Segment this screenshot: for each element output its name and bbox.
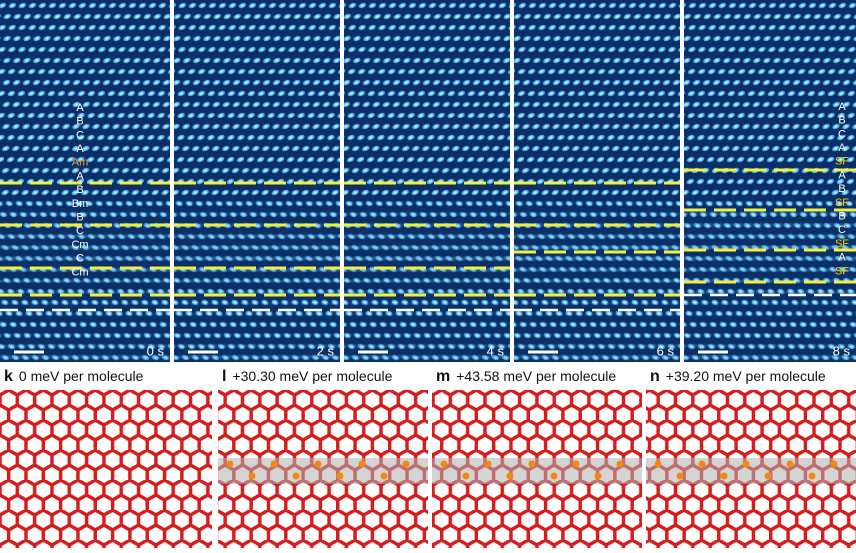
caption-text: 0 meV per molecule — [19, 368, 144, 384]
stacking-label: Bm — [72, 198, 89, 210]
orange-atom — [440, 460, 448, 468]
stacking-label: SF — [835, 197, 849, 209]
caption-text: +43.58 meV per molecule — [456, 368, 616, 384]
stacking-label: SF — [835, 156, 849, 168]
orange-atom — [270, 460, 278, 468]
stacking-label: C — [76, 253, 84, 265]
stacking-label: SF — [835, 238, 849, 250]
stacking-label: B — [76, 184, 83, 196]
stacking-label: A — [838, 252, 846, 264]
orange-atom — [226, 460, 234, 468]
orange-atom — [720, 472, 728, 480]
orange-atom — [402, 460, 410, 468]
orange-atom — [336, 472, 344, 480]
orange-atom — [594, 472, 602, 480]
orange-atom — [786, 460, 794, 468]
stacking-label: B — [76, 212, 83, 224]
stacking-label: A — [76, 102, 84, 114]
time-label: 6 s — [657, 343, 675, 358]
stem-lower — [514, 200, 680, 362]
stacking-label: C — [838, 128, 846, 140]
orange-atom — [462, 472, 470, 480]
panel-letter: m — [436, 368, 450, 385]
orange-atom — [676, 472, 684, 480]
orange-atom — [248, 472, 256, 480]
stacking-label: A — [838, 169, 846, 181]
stem-lower — [174, 200, 340, 362]
panel-caption: m +43.58 meV per molecule — [436, 368, 616, 386]
stacking-label: A — [838, 101, 846, 113]
panel-caption: l +30.30 meV per molecule — [222, 368, 393, 386]
stacking-label: Cm — [71, 239, 88, 251]
orange-atom — [380, 472, 388, 480]
panel-caption: n +39.20 meV per molecule — [650, 368, 826, 386]
stem-lower — [0, 200, 170, 362]
stacking-label: A — [76, 170, 84, 182]
defect-band — [646, 458, 856, 484]
orange-atom — [654, 460, 662, 468]
stacking-label: B — [838, 211, 845, 223]
orange-atom — [572, 460, 580, 468]
caption-text: +39.20 meV per molecule — [666, 368, 826, 384]
orange-atom — [358, 460, 366, 468]
defect-band — [432, 458, 642, 484]
stacking-label: A — [76, 143, 84, 155]
orange-atom — [830, 460, 838, 468]
time-label: 4 s — [487, 343, 505, 358]
stacking-label: C — [76, 225, 84, 237]
orange-atom — [742, 460, 750, 468]
time-label: 8 s — [833, 343, 851, 358]
stacking-label: C — [76, 129, 84, 141]
orange-atom — [484, 460, 492, 468]
stacking-label: Am — [72, 157, 89, 169]
orange-atom — [698, 460, 706, 468]
stem-lower — [684, 200, 856, 362]
orange-atom — [506, 472, 514, 480]
stacking-label: C — [838, 224, 846, 236]
orange-atom — [616, 460, 624, 468]
stem-lower — [344, 200, 510, 362]
time-label: 2 s — [317, 343, 335, 358]
panel-letter: n — [650, 368, 660, 385]
panel-letter: l — [222, 368, 226, 385]
caption-text: +30.30 meV per molecule — [232, 368, 392, 384]
time-label: 0 s — [147, 343, 165, 358]
stacking-label: B — [76, 116, 83, 128]
stacking-label: B — [838, 115, 845, 127]
defect-band — [218, 458, 428, 484]
orange-atom — [314, 460, 322, 468]
orange-atom — [528, 460, 536, 468]
orange-atom — [764, 472, 772, 480]
panel-caption: k 0 meV per molecule — [4, 368, 144, 386]
orange-atom — [808, 472, 816, 480]
orange-atom — [292, 472, 300, 480]
stacking-label: Cm — [71, 266, 88, 278]
panel-letter: k — [4, 368, 13, 385]
stacking-label: A — [838, 142, 846, 154]
stacking-label: B — [838, 183, 845, 195]
stacking-label: SF — [835, 265, 849, 277]
orange-atom — [550, 472, 558, 480]
molecular-model — [0, 390, 212, 548]
